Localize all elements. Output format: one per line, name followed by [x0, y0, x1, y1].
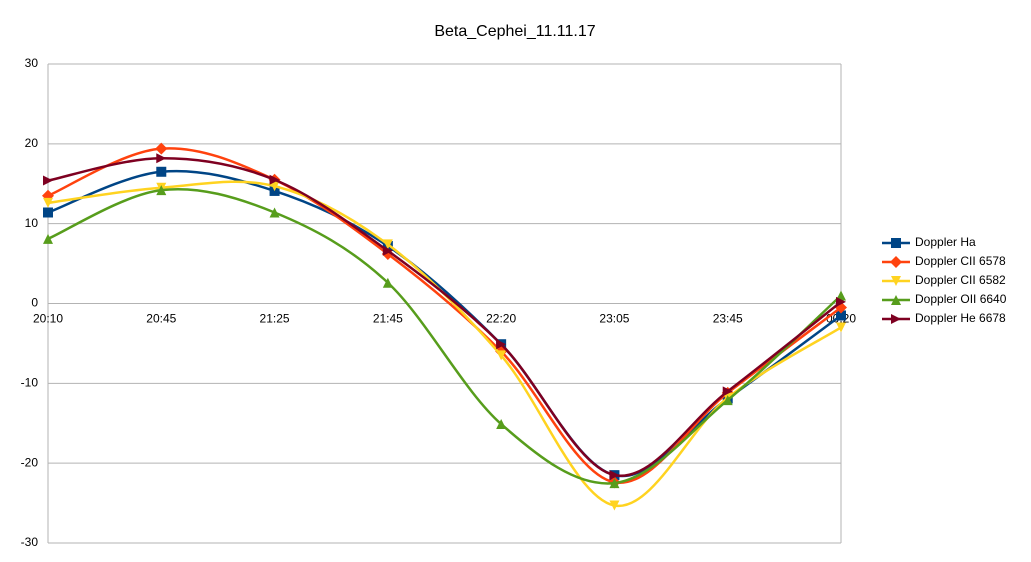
marker [891, 295, 901, 305]
marker [891, 238, 901, 248]
marker [43, 175, 53, 186]
marker [496, 350, 507, 361]
series-line [47, 156, 842, 477]
marker [269, 207, 280, 218]
series-line [47, 180, 842, 507]
x-tick-label: 23:45 [713, 312, 743, 326]
x-tick-label: 21:45 [373, 312, 403, 326]
series-line [47, 147, 842, 484]
marker [496, 339, 507, 350]
legend-label: Doppler OII 6640 [915, 292, 1007, 306]
marker [382, 239, 393, 250]
marker [722, 386, 733, 397]
marker [609, 500, 620, 511]
marker [609, 470, 620, 481]
marker [836, 290, 846, 301]
marker [891, 314, 901, 324]
marker [891, 276, 901, 286]
marker [43, 207, 53, 218]
marker [43, 197, 53, 208]
chart-title: Beta_Cephei_11.11.17 [434, 23, 595, 40]
y-tick-label: 0 [31, 296, 38, 310]
marker [496, 419, 507, 430]
y-tick-label: -20 [21, 455, 39, 469]
marker [269, 181, 280, 192]
legend-label: Doppler Ha [915, 235, 976, 249]
marker [382, 245, 393, 256]
y-tick-label: -30 [21, 535, 39, 549]
marker [890, 256, 902, 268]
legend-label: Doppler He 6678 [915, 311, 1006, 325]
marker [382, 277, 393, 288]
marker [836, 322, 846, 333]
x-tick-label: 20:45 [146, 312, 176, 326]
marker [722, 395, 733, 406]
series-line [47, 187, 842, 485]
legend-label: Doppler CII 6578 [915, 254, 1006, 268]
marker [609, 478, 620, 489]
marker [156, 185, 167, 196]
x-tick-label: 23:05 [599, 312, 629, 326]
y-tick-label: 30 [25, 56, 39, 70]
marker [269, 174, 280, 185]
y-tick-label: -10 [21, 376, 39, 390]
x-tick-label: 21:25 [260, 312, 290, 326]
marker [836, 310, 846, 321]
marker [156, 166, 167, 177]
x-tick-label: 20:10 [33, 312, 63, 326]
marker [156, 153, 167, 164]
x-tick-label: 22:20 [486, 312, 516, 326]
marker [836, 296, 846, 307]
marker [155, 142, 168, 155]
y-tick-label: 20 [25, 136, 39, 150]
legend-label: Doppler CII 6582 [915, 273, 1006, 287]
y-tick-label: 10 [25, 216, 39, 230]
marker [43, 233, 53, 244]
